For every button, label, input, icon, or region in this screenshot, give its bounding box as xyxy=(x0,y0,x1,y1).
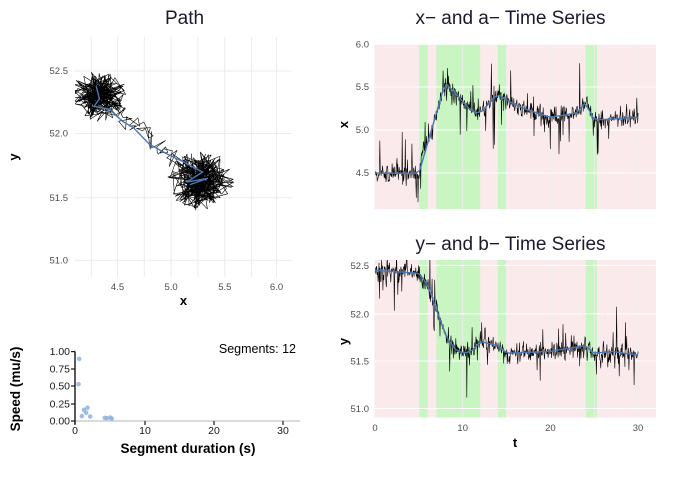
svg-text:5.5: 5.5 xyxy=(218,282,231,293)
svg-text:51.0: 51.0 xyxy=(50,255,69,266)
svg-text:0.75: 0.75 xyxy=(50,364,71,376)
svg-text:51.0: 51.0 xyxy=(351,404,370,415)
svg-text:20: 20 xyxy=(208,425,220,437)
svg-text:1.00: 1.00 xyxy=(50,346,71,358)
svg-text:0: 0 xyxy=(372,423,377,434)
svg-text:Path: Path xyxy=(165,8,204,29)
svg-text:4.5: 4.5 xyxy=(356,168,369,179)
svg-text:10: 10 xyxy=(139,425,151,437)
svg-text:10: 10 xyxy=(457,423,468,434)
svg-text:52.5: 52.5 xyxy=(50,66,69,77)
svg-text:t: t xyxy=(513,435,518,450)
svg-text:51.5: 51.5 xyxy=(50,193,69,204)
svg-text:51.5: 51.5 xyxy=(351,357,370,368)
svg-text:Segment duration (s): Segment duration (s) xyxy=(120,441,255,456)
svg-text:x: x xyxy=(336,120,351,128)
svg-text:x: x xyxy=(180,293,188,308)
svg-text:30: 30 xyxy=(277,425,289,437)
svg-text:6.0: 6.0 xyxy=(356,40,369,51)
svg-text:x− and a− Time Series: x− and a− Time Series xyxy=(415,8,605,29)
svg-text:Speed (mu/s): Speed (mu/s) xyxy=(8,347,23,432)
svg-text:0.00: 0.00 xyxy=(50,416,71,428)
svg-text:4.5: 4.5 xyxy=(111,282,124,293)
svg-text:y− and b− Time Series: y− and b− Time Series xyxy=(415,234,605,255)
svg-text:5.0: 5.0 xyxy=(164,282,177,293)
svg-text:Segments: 12: Segments: 12 xyxy=(219,342,296,356)
svg-text:5.5: 5.5 xyxy=(356,82,369,93)
svg-text:y: y xyxy=(6,153,21,161)
svg-text:0.50: 0.50 xyxy=(50,381,71,393)
svg-text:6.0: 6.0 xyxy=(270,282,283,293)
svg-text:52.0: 52.0 xyxy=(50,129,69,140)
svg-text:y: y xyxy=(336,337,351,345)
svg-text:52.0: 52.0 xyxy=(351,309,370,320)
svg-text:52.5: 52.5 xyxy=(351,261,370,272)
svg-text:0: 0 xyxy=(72,425,78,437)
svg-text:0.25: 0.25 xyxy=(50,399,71,411)
svg-text:5.0: 5.0 xyxy=(356,125,369,136)
svg-text:30: 30 xyxy=(633,423,644,434)
svg-text:20: 20 xyxy=(545,423,556,434)
